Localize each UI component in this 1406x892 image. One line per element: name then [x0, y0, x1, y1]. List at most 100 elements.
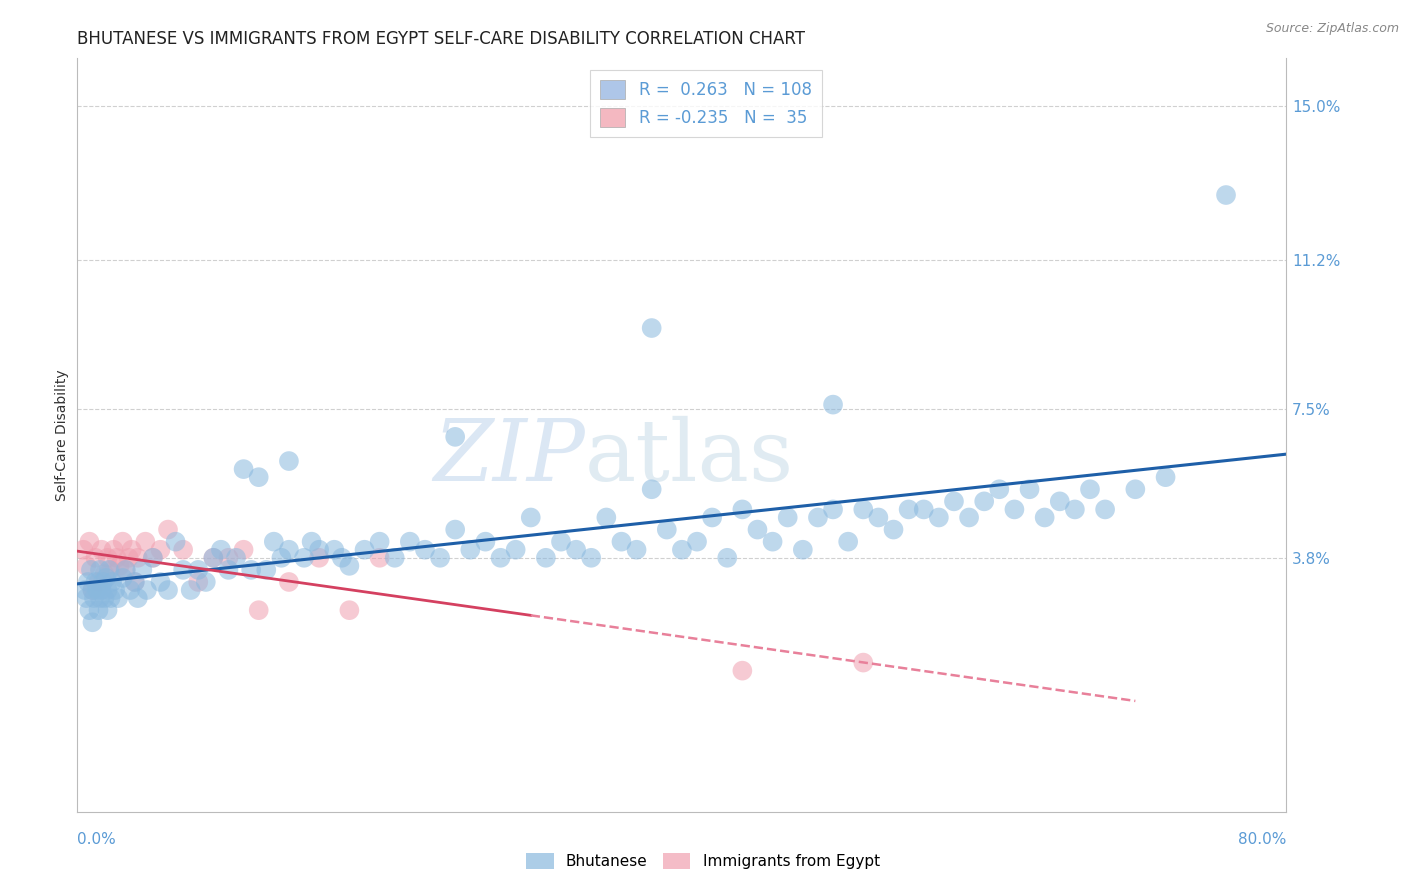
Y-axis label: Self-Care Disability: Self-Care Disability	[55, 369, 69, 500]
Point	[716, 550, 738, 565]
Point	[353, 542, 375, 557]
Point	[897, 502, 920, 516]
Point	[505, 542, 527, 557]
Point	[96, 603, 118, 617]
Point	[792, 542, 814, 557]
Point	[86, 582, 108, 597]
Point	[89, 591, 111, 606]
Point	[429, 550, 451, 565]
Point	[225, 550, 247, 565]
Point	[973, 494, 995, 508]
Point	[83, 591, 105, 606]
Point	[444, 523, 467, 537]
Point	[399, 534, 422, 549]
Point	[131, 563, 153, 577]
Point	[142, 550, 165, 565]
Point	[337, 603, 360, 617]
Point	[776, 510, 799, 524]
Point	[254, 563, 277, 577]
Point	[702, 510, 724, 524]
Point	[101, 574, 124, 589]
Text: Source: ZipAtlas.com: Source: ZipAtlas.com	[1265, 22, 1399, 36]
Point	[610, 534, 633, 549]
Point	[988, 483, 1011, 497]
Point	[172, 563, 194, 577]
Point	[100, 563, 122, 577]
Point	[157, 523, 180, 537]
Point	[868, 510, 890, 524]
Point	[240, 563, 263, 577]
Point	[107, 591, 129, 606]
Point	[747, 523, 769, 537]
Point	[581, 550, 603, 565]
Point	[84, 550, 107, 565]
Point	[263, 534, 285, 549]
Point	[270, 550, 292, 565]
Point	[80, 563, 103, 577]
Point	[671, 542, 693, 557]
Point	[111, 571, 134, 585]
Point	[883, 523, 905, 537]
Point	[87, 574, 110, 589]
Point	[75, 558, 97, 573]
Point	[384, 550, 406, 565]
Point	[762, 534, 785, 549]
Point	[957, 510, 980, 524]
Point	[82, 582, 104, 597]
Point	[308, 550, 330, 565]
Point	[565, 542, 588, 557]
Point	[278, 542, 301, 557]
Point	[149, 574, 172, 589]
Point	[337, 558, 360, 573]
Point	[686, 534, 709, 549]
Point	[912, 502, 935, 516]
Point	[172, 542, 194, 557]
Point	[1033, 510, 1056, 524]
Point	[852, 502, 875, 516]
Point	[82, 582, 104, 597]
Point	[1123, 483, 1146, 497]
Point	[100, 591, 122, 606]
Point	[641, 321, 664, 335]
Point	[90, 582, 112, 597]
Point	[731, 664, 754, 678]
Point	[232, 462, 254, 476]
Point	[218, 550, 240, 565]
Point	[108, 558, 131, 573]
Point	[93, 566, 115, 581]
Point	[134, 534, 156, 549]
Point	[444, 430, 467, 444]
Point	[821, 398, 844, 412]
Point	[194, 574, 217, 589]
Point	[458, 542, 481, 557]
Point	[626, 542, 648, 557]
Point	[595, 510, 617, 524]
Point	[118, 550, 141, 565]
Point	[807, 510, 830, 524]
Point	[821, 502, 844, 516]
Point	[187, 563, 209, 577]
Point	[96, 550, 118, 565]
Point	[105, 550, 128, 565]
Point	[1078, 483, 1101, 497]
Point	[111, 534, 134, 549]
Point	[308, 542, 330, 557]
Point	[121, 542, 143, 557]
Point	[187, 574, 209, 589]
Point	[731, 502, 754, 516]
Legend: Bhutanese, Immigrants from Egypt: Bhutanese, Immigrants from Egypt	[520, 847, 886, 875]
Point	[120, 582, 142, 597]
Point	[87, 603, 110, 617]
Legend: R =  0.263   N = 108, R = -0.235   N =  35: R = 0.263 N = 108, R = -0.235 N = 35	[591, 70, 821, 136]
Point	[75, 591, 97, 606]
Point	[91, 574, 114, 589]
Point	[149, 542, 172, 557]
Point	[165, 534, 187, 549]
Point	[942, 494, 965, 508]
Point	[1154, 470, 1177, 484]
Point	[247, 470, 270, 484]
Point	[852, 656, 875, 670]
Point	[72, 542, 94, 557]
Point	[79, 603, 101, 617]
Point	[1004, 502, 1026, 516]
